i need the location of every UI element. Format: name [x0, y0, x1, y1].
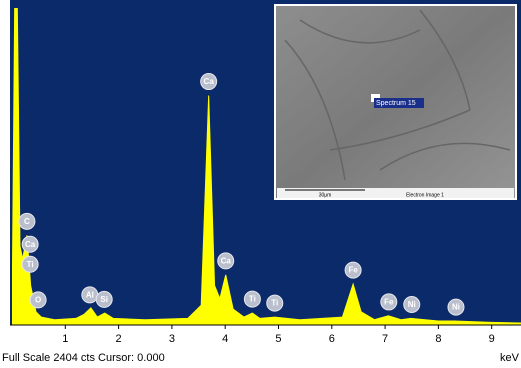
peak-badge — [266, 294, 284, 312]
x-tick-label: 1 — [62, 333, 68, 345]
x-axis: 1 2 3 4 5 6 7 8 9 — [62, 325, 495, 345]
peak-label: Ni — [408, 300, 416, 309]
peak-labels: Ti C Ca O Al Si Ca Ca Ti Ti Fe Fe Ni Ni — [18, 73, 465, 316]
cursor-value: 0.000 — [137, 352, 165, 364]
peak-badge — [380, 293, 398, 311]
peak-badge — [403, 296, 421, 314]
spot-label: Spectrum 15 — [376, 100, 416, 107]
peak-label: Ti — [27, 260, 34, 269]
peak-badge — [217, 252, 235, 270]
peak-badge — [21, 235, 39, 253]
spot-label-box — [374, 98, 424, 108]
peak-label: Ti — [271, 299, 278, 308]
peak-label: Al — [86, 290, 94, 299]
peak-badge — [243, 290, 261, 308]
x-tick-label: 6 — [329, 333, 335, 345]
footer-status: Full Scale 2404 cts Cursor: 0.000 — [2, 352, 165, 364]
x-tick-label: 7 — [382, 333, 388, 345]
peak-label: O — [35, 296, 41, 305]
peak-label: Ni — [452, 303, 460, 312]
inset-footer — [277, 188, 514, 198]
scale-bar-label: 30µm — [319, 192, 332, 198]
inset-texture — [284, 9, 511, 181]
peak-label: Ca — [25, 240, 36, 249]
x-tick-label: 2 — [116, 333, 122, 345]
peak-label: Si — [100, 295, 108, 304]
peak-badge — [200, 73, 218, 91]
peak-label: Ca — [221, 257, 232, 266]
peak-label: Ti — [249, 295, 256, 304]
peak-label: Fe — [384, 298, 394, 307]
peak-badge — [447, 298, 465, 316]
x-tick-label: 3 — [169, 333, 175, 345]
full-scale-value: 2404 — [53, 352, 77, 364]
peak-badge — [95, 290, 113, 308]
peak-badge — [21, 255, 39, 273]
x-tick-label: 4 — [222, 333, 228, 345]
x-tick-label: 5 — [275, 333, 281, 345]
sem-inset: Spectrum 15 30µm Electron Image 1 — [274, 4, 517, 200]
x-tick-label: 9 — [489, 333, 495, 345]
peak-badge — [344, 261, 362, 279]
peak-badge — [29, 291, 47, 309]
x-axis-strip — [10, 325, 521, 347]
inset-caption: Electron Image 1 — [406, 192, 444, 198]
peak-label: C — [24, 217, 30, 226]
x-tick-label: 8 — [435, 333, 441, 345]
peak-badge — [18, 212, 36, 230]
counts-text: cts Cursor: — [81, 352, 134, 364]
peak-label: Ca — [204, 77, 215, 86]
x-axis-label: keV — [500, 352, 520, 364]
full-scale-text: Full Scale — [2, 352, 50, 364]
peak-label: Fe — [348, 266, 358, 275]
